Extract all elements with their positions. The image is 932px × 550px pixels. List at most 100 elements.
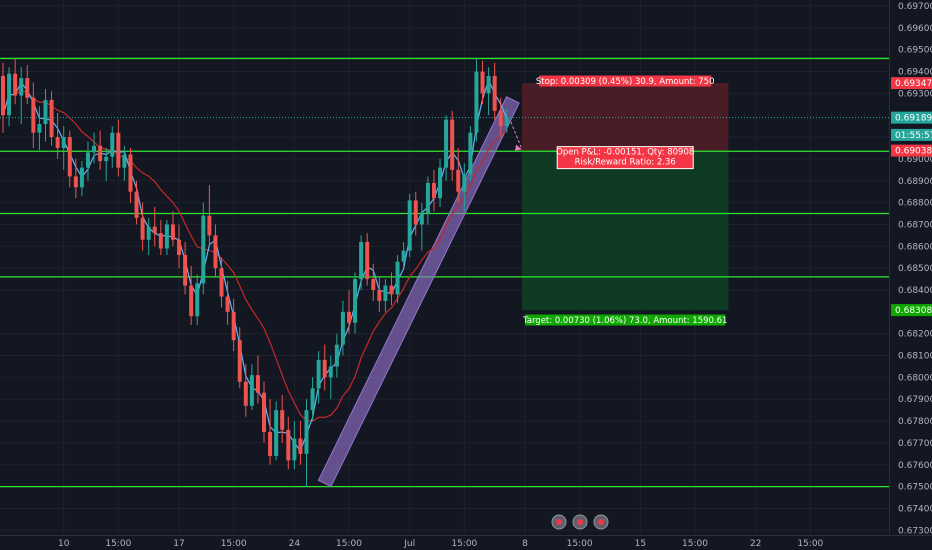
price-marker-text: 0.69038 [895, 147, 932, 157]
price-tick-label: 0.69700 [898, 2, 932, 12]
candle [255, 355, 260, 404]
settings-icon[interactable] [593, 514, 609, 530]
candle-body [85, 152, 90, 168]
candle-body [286, 429, 291, 461]
price-tick-label: 0.68900 [898, 177, 932, 187]
candle [280, 394, 285, 443]
candle [413, 191, 418, 236]
replay-icon[interactable] [551, 514, 567, 530]
price-tick-label: 0.68000 [898, 373, 932, 383]
slow-moving-average [2, 90, 508, 422]
stop-zone[interactable] [522, 83, 729, 151]
price-marker-box [891, 128, 932, 141]
candle [322, 344, 327, 391]
candle [85, 141, 90, 181]
price-tick-label: 0.67900 [898, 395, 932, 405]
toolbar-icons[interactable] [551, 514, 609, 530]
candle-body [419, 213, 424, 225]
candle [152, 206, 157, 247]
candle-body [183, 255, 188, 286]
candle [1, 62, 5, 133]
candle [456, 147, 461, 203]
candle-body [450, 119, 455, 170]
candle-body [268, 431, 273, 457]
time-tick-label: 15:00 [451, 539, 477, 549]
candle [61, 126, 66, 170]
alert-icon[interactable] [572, 514, 588, 530]
price-marker: 0.69189 [891, 111, 932, 124]
candle-body [152, 226, 157, 234]
candle-body [207, 215, 212, 236]
candle [480, 60, 485, 105]
candle [231, 298, 236, 352]
candle [316, 351, 321, 404]
candle-body [128, 154, 133, 192]
candle [43, 89, 48, 142]
time-tick-label: 15 [635, 539, 646, 549]
candle-body [231, 311, 236, 341]
settings-icon-dot [598, 519, 604, 525]
open-pl-label: Open P&L: -0.00151, Qty: 80908Risk/Rewar… [556, 146, 694, 170]
price-tick-label: 0.67400 [898, 504, 932, 514]
candle [419, 202, 424, 251]
trend-channel-band[interactable] [317, 96, 520, 488]
candle-body [340, 311, 345, 345]
candle-body [407, 200, 412, 251]
candle-body [328, 366, 333, 378]
price-tick-label: 0.69500 [898, 46, 932, 56]
candle-body [395, 261, 400, 295]
candle-body [371, 279, 376, 290]
candle-body [462, 174, 467, 192]
price-marker: 0.69038 [891, 144, 932, 157]
candle [207, 185, 212, 247]
candle-body [19, 78, 24, 96]
price-marker: 0.69347 [891, 77, 932, 90]
candle [401, 241, 406, 269]
candle [55, 113, 60, 159]
time-tick-label: 17 [173, 539, 184, 549]
candle-body [104, 156, 109, 162]
time-tick-label: 22 [750, 539, 761, 549]
candle-body [49, 99, 54, 138]
time-tick-label: 10 [58, 539, 70, 549]
target-zone[interactable] [522, 150, 729, 311]
price-tick-label: 0.68700 [898, 220, 932, 230]
target-label: Target: 0.00730 (1.06%) 73.0, Amount: 15… [522, 314, 727, 326]
price-axis[interactable]: 0.69700 0.69600 0.69500 0.69400 0.69300 0.691… [889, 0, 932, 536]
candle [128, 147, 133, 203]
candle-body [116, 132, 121, 168]
candle-body [225, 296, 230, 312]
candle [164, 220, 169, 256]
position-labels: Stop: 0.00309 (0.45%) 30.9, Amount: 750 O… [522, 75, 727, 326]
price-tick-label: 0.68100 [898, 352, 932, 362]
candle-body [292, 438, 297, 461]
candle [225, 281, 230, 325]
time-tick-label: Jul [403, 539, 415, 549]
candle [486, 67, 491, 116]
open-pl-label-text: Open P&L: -0.00151, Qty: 80908 [556, 148, 694, 158]
time-axis[interactable]: 10 15:00 17 15:00 24 15:00 Jul 15:00 8 15:00 15 15:… [0, 535, 932, 550]
candle [243, 364, 248, 417]
candle [371, 263, 376, 301]
candle-body [249, 375, 254, 406]
candle-body [219, 268, 224, 297]
candle-body [31, 97, 36, 133]
candle [262, 381, 267, 443]
candle-body [334, 344, 339, 367]
candle-body [164, 224, 169, 249]
candle [425, 176, 430, 225]
candle [389, 272, 394, 306]
trend-channel[interactable] [317, 96, 520, 488]
candle-body [243, 381, 248, 406]
candle [79, 161, 84, 197]
candle-body [177, 239, 182, 256]
candle [292, 421, 297, 470]
candle [298, 421, 303, 465]
candle [201, 202, 206, 295]
position-tool[interactable] [522, 83, 729, 311]
candle-body [444, 119, 449, 168]
candle [98, 130, 103, 170]
price-tick-label: 0.69400 [898, 68, 932, 78]
candle-body [438, 167, 443, 199]
